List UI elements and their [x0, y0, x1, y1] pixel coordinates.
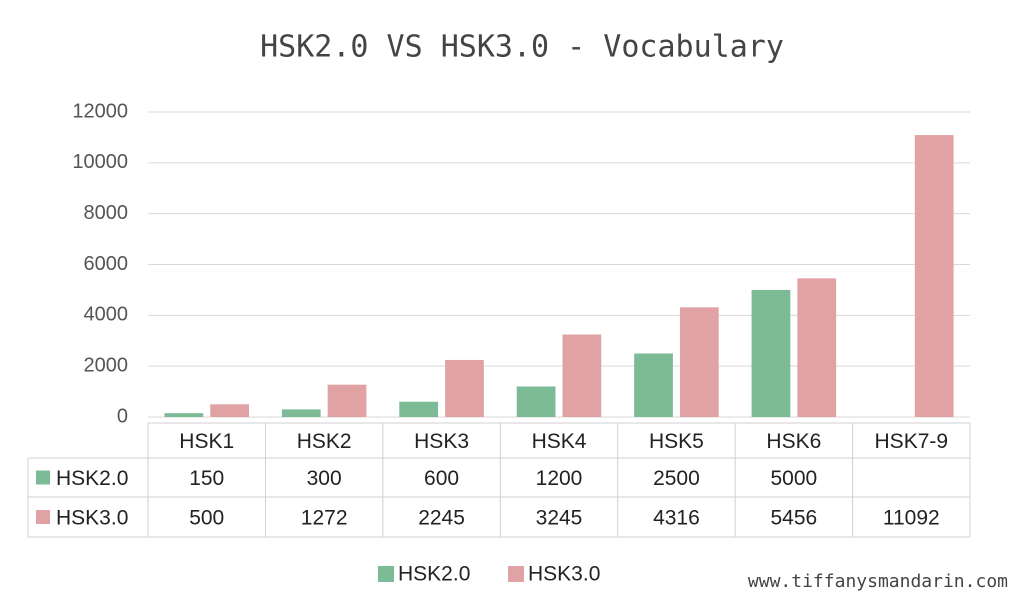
watermark: www.tiffanysmandarin.com	[748, 571, 1008, 592]
bar	[210, 404, 249, 417]
y-tick-label: 0	[117, 405, 128, 427]
bar	[281, 409, 321, 417]
table-value: 5456	[770, 507, 817, 530]
y-tick-label: 6000	[84, 253, 129, 275]
table-value: 500	[189, 507, 224, 530]
y-tick-label: 12000	[72, 100, 128, 122]
bar	[562, 334, 602, 417]
table-value: 2245	[418, 507, 465, 530]
table-value: 300	[307, 467, 342, 490]
bar	[914, 135, 954, 417]
x-tick-label: HSK1	[179, 430, 234, 453]
table-value: 1272	[301, 507, 348, 530]
bar	[797, 278, 837, 417]
x-tick-label: HSK5	[649, 430, 704, 453]
table-value: 5000	[770, 467, 817, 490]
legend-label: HSK3.0	[528, 563, 600, 586]
table-value: 3245	[536, 507, 583, 530]
legend-key	[378, 566, 394, 582]
table-value: 150	[189, 467, 224, 490]
bar	[516, 386, 556, 417]
table-legend-key	[36, 510, 50, 524]
x-tick-label: HSK6	[766, 430, 821, 453]
table-legend-key	[36, 470, 50, 485]
y-tick-label: 8000	[84, 202, 129, 224]
chart-title: HSK2.0 VS HSK3.0 - Vocabulary	[260, 30, 784, 65]
x-tick-label: HSK7-9	[875, 430, 949, 453]
table-value: 11092	[883, 507, 940, 530]
x-tick-label: HSK2	[297, 430, 352, 453]
bar	[445, 359, 484, 417]
legend-label: HSK2.0	[398, 563, 470, 586]
y-tick-label: 2000	[84, 354, 129, 376]
y-tick-label: 10000	[72, 151, 128, 173]
legend-key	[508, 566, 524, 582]
table-value: 1200	[536, 467, 583, 490]
bar	[679, 307, 719, 417]
bar	[751, 289, 791, 417]
bar	[399, 401, 439, 417]
table-value: 600	[424, 467, 459, 490]
table-value: 4316	[653, 507, 700, 530]
y-tick-label: 4000	[84, 304, 129, 326]
table-value: 2500	[653, 467, 700, 490]
bar	[634, 353, 673, 417]
bar	[327, 384, 367, 417]
x-tick-label: HSK4	[532, 430, 587, 453]
x-tick-label: HSK3	[414, 430, 469, 453]
bar	[164, 413, 204, 417]
table-series-name: HSK3.0	[56, 507, 128, 530]
table-series-name: HSK2.0	[56, 467, 128, 490]
